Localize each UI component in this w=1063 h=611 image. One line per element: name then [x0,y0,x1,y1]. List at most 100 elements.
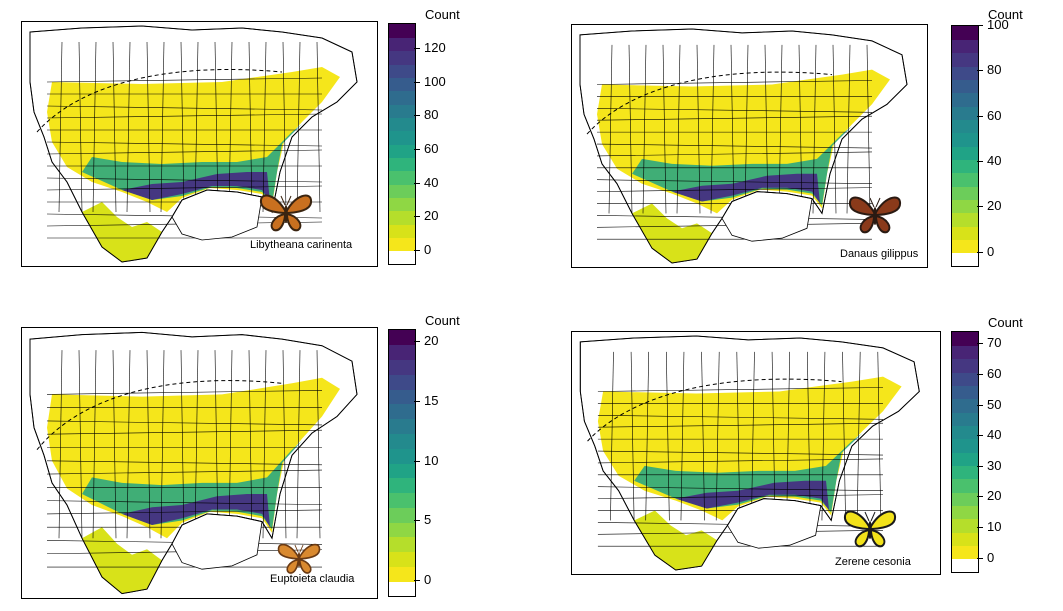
color-bar-title: Count [425,7,460,22]
color-bar-tick-label: 70 [987,335,1002,351]
species-label: Zerene cesonia [835,556,911,568]
color-bar-step [952,412,978,426]
color-bar-tick-label: 15 [424,392,439,408]
color-bar-step [389,77,415,92]
color-bar-tick [414,148,420,150]
color-bar-tick [977,527,983,529]
butterfly-icon [847,192,903,241]
color-bar-step [389,197,415,212]
color-bar-step [389,184,415,198]
species-label: Libytheana carinenta [250,239,353,251]
color-bar-step [952,106,978,120]
color-bar [951,331,979,573]
color-bar-step [389,64,415,78]
color-bar-tick [977,206,983,208]
species-label: Euptoieta claudia [270,573,355,585]
color-bar-step [952,332,978,346]
color-bar-step [389,157,415,172]
color-bar-tick-label: 80 [987,62,1002,78]
color-bar-step [952,425,978,440]
color-bar-step [389,507,415,523]
color-bar [951,25,979,267]
color-bar-step [952,52,978,67]
color-bar-step [952,146,978,160]
color-bar-step [389,344,415,361]
color-bar-tick [414,340,420,342]
color-bar-step [389,359,415,375]
color-bar-step [952,252,978,266]
color-bar-step [952,26,978,40]
butterfly-icon [842,506,898,555]
species-label: Danaus gilippus [840,248,919,260]
color-bar-tick [414,580,420,582]
color-bar-tick-label: 100 [987,17,1009,32]
color-bar-tick-label: 10 [987,519,1002,535]
color-bar-step [952,465,978,480]
color-bar-step [389,581,415,596]
color-bar-tick-label: 0 [424,572,432,588]
color-bar-step [952,558,978,572]
color-bar-step [389,374,415,390]
color-bar-step [389,492,415,508]
color-bar-tick [977,251,983,253]
color-bar-tick-label: 20 [987,198,1002,214]
color-bar-step [952,119,978,134]
distribution-map [579,28,908,264]
map-frame [571,331,941,575]
color-bar-step [389,24,415,38]
color-bar-title: Count [988,315,1023,330]
color-bar-step [952,505,978,520]
color-bar-step [389,403,415,420]
color-bar-step [389,210,415,225]
color-bar-step [952,226,978,240]
color-bar-tick [414,48,420,50]
butterfly-icon [271,540,327,581]
color-bar-step [952,372,978,386]
color-bar-tick [977,25,983,26]
color-bar-tick-label: 30 [987,457,1002,473]
color-bar-step [389,224,415,238]
color-bar-step [952,39,978,54]
color-bar-step [389,144,415,158]
color-bar-tick-label: 80 [424,107,439,123]
color-bar-step [389,237,415,252]
color-bar-step [952,66,978,80]
color-bar-tick-label: 20 [424,332,439,348]
color-bar-step [952,545,978,560]
color-bar-tick [414,216,420,218]
color-bar-step [389,90,415,105]
color-bar-tick [977,70,983,72]
color-bar-step [389,477,415,494]
color-bar-step [389,104,415,118]
color-bar-tick [414,460,420,462]
color-bar-tick [414,81,420,83]
color-bar-tick-label: 120 [424,40,446,56]
color-bar-step [389,330,415,346]
color-bar-step [952,518,978,533]
color-bar-tick-label: 40 [424,174,439,190]
color-bar-step [389,170,415,185]
color-bar-step [389,418,415,435]
color-bar-step [952,385,978,400]
color-bar [388,23,416,265]
color-bar-step [952,212,978,227]
color-bar-tick [414,182,420,184]
color-bar-title: Count [425,313,460,328]
butterfly-icon [258,190,314,239]
color-bar-tick [414,520,420,522]
color-bar-tick [977,435,983,437]
color-bar-tick-label: 60 [424,140,439,156]
color-bar-tick-label: 50 [987,396,1002,412]
color-bar-step [952,199,978,214]
color-bar-step [952,478,978,493]
color-bar-step [952,532,978,546]
color-bar-step [389,522,415,538]
color-bar-step [389,536,415,553]
color-bar-step [952,92,978,107]
color-bar-step [952,452,978,466]
color-bar-tick [414,249,420,251]
color-bar-step [389,117,415,132]
color-bar-step [389,130,415,145]
color-bar-step [952,398,978,413]
color-bar-tick-label: 0 [987,549,995,565]
